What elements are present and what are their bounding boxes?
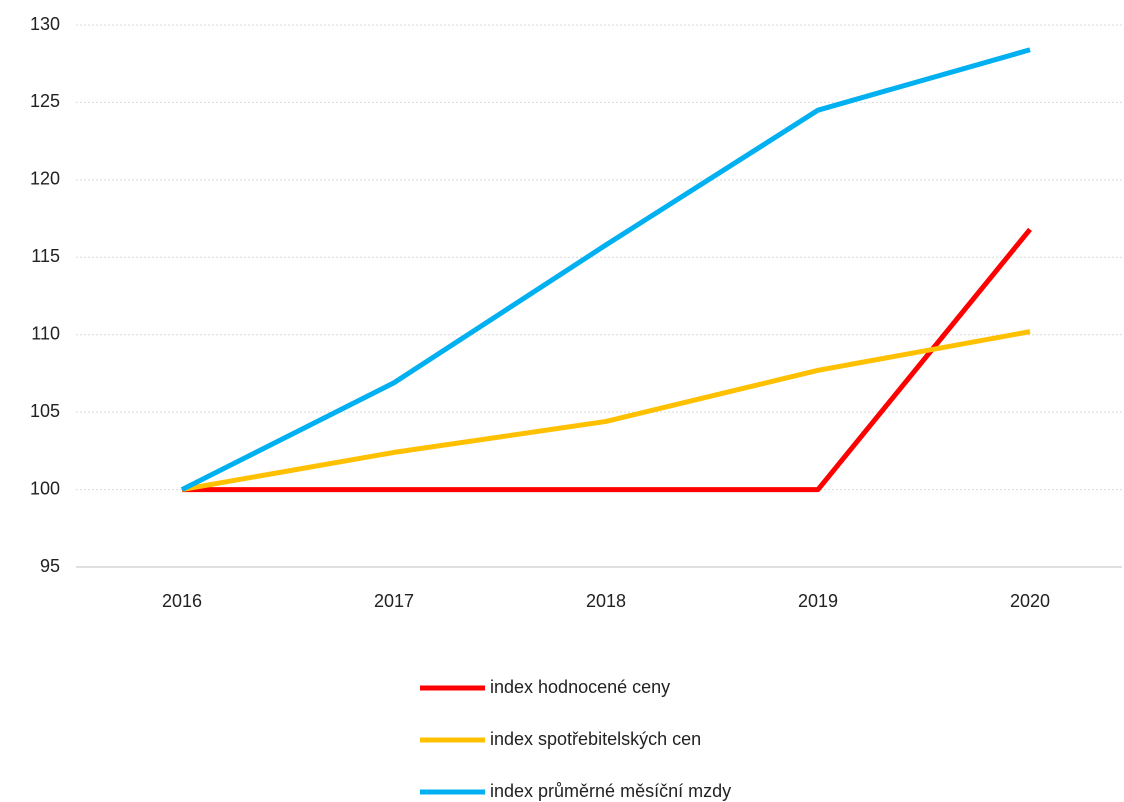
y-tick-label: 105 <box>30 401 60 421</box>
series-line <box>181 329 1031 493</box>
y-tick-label: 125 <box>30 91 60 111</box>
y-tick-label: 110 <box>31 323 60 343</box>
y-tick-label: 95 <box>40 556 60 576</box>
y-tick-label: 100 <box>30 478 60 498</box>
x-tick-label: 2016 <box>162 591 202 611</box>
y-tick-label: 115 <box>31 246 60 266</box>
legend-label: index průměrné měsíční mzdy <box>490 781 731 801</box>
legend-label: index spotřebitelských cen <box>490 729 701 749</box>
y-tick-label: 130 <box>30 14 60 34</box>
x-tick-label: 2020 <box>1010 591 1050 611</box>
x-tick-label: 2017 <box>374 591 414 611</box>
x-tick-label: 2018 <box>586 591 626 611</box>
legend-label: index hodnocené ceny <box>490 677 670 697</box>
x-tick-label: 2019 <box>798 591 838 611</box>
series-line <box>182 227 1032 493</box>
y-tick-label: 120 <box>30 169 60 189</box>
series-line <box>180 47 1031 492</box>
